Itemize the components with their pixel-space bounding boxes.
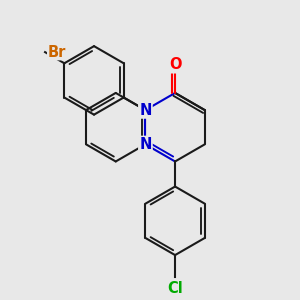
Text: N: N (139, 137, 152, 152)
Text: O: O (169, 57, 181, 72)
Text: Br: Br (48, 45, 66, 60)
Text: N: N (139, 103, 152, 118)
Text: Cl: Cl (167, 280, 183, 296)
